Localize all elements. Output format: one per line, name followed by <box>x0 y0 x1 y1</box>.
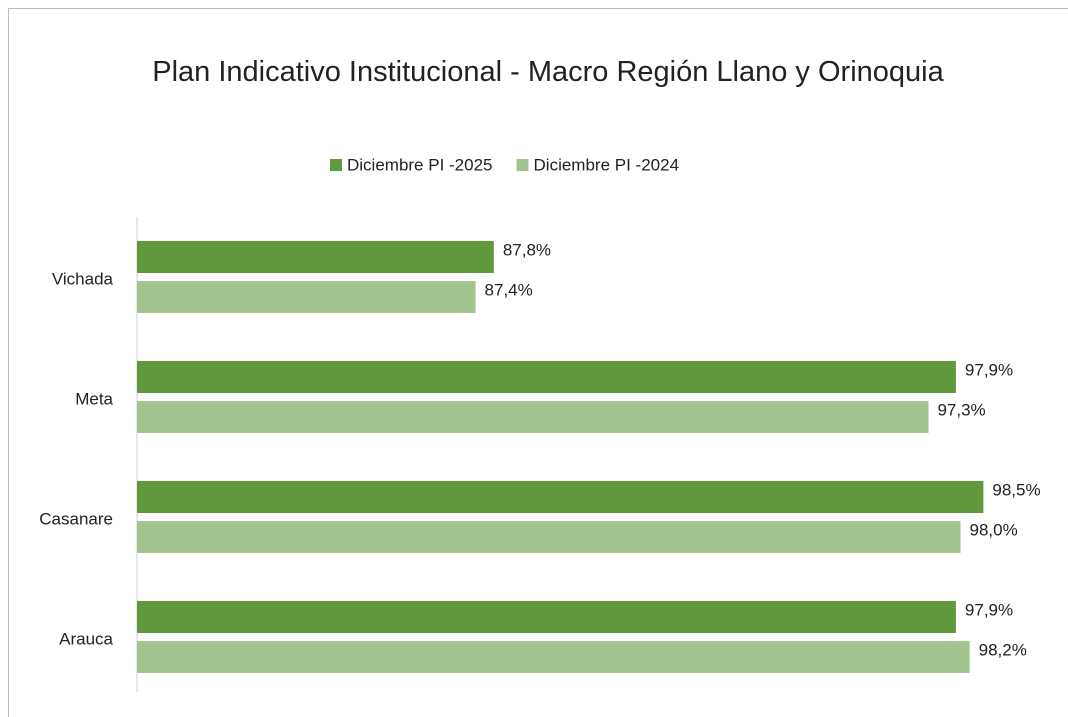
data-label: 98,5% <box>992 480 1040 499</box>
bar <box>137 481 984 513</box>
data-label: 97,9% <box>965 360 1013 379</box>
y-tick-label: Casanare <box>39 509 113 528</box>
bar <box>137 281 476 313</box>
legend-swatch <box>516 159 529 171</box>
data-label: 97,3% <box>937 400 985 419</box>
legend-label: Diciembre PI -2025 <box>347 155 493 174</box>
bar <box>137 241 494 273</box>
chart-title: Plan Indicativo Institucional - Macro Re… <box>152 56 944 88</box>
chart-frame <box>8 8 1068 717</box>
legend-label: Diciembre PI -2024 <box>534 155 680 174</box>
bar <box>137 521 961 553</box>
bar <box>137 361 956 393</box>
data-label: 87,8% <box>503 240 551 259</box>
bar <box>137 601 956 633</box>
legend-swatch <box>330 159 342 171</box>
data-label: 98,2% <box>979 640 1027 659</box>
data-label: 98,0% <box>970 520 1018 539</box>
bar <box>137 401 929 433</box>
y-tick-label: Meta <box>75 389 113 408</box>
y-tick-label: Vichada <box>52 269 114 288</box>
data-label: 97,9% <box>965 600 1013 619</box>
data-label: 87,4% <box>485 280 533 299</box>
y-tick-label: Arauca <box>59 629 113 648</box>
bar <box>137 641 970 673</box>
